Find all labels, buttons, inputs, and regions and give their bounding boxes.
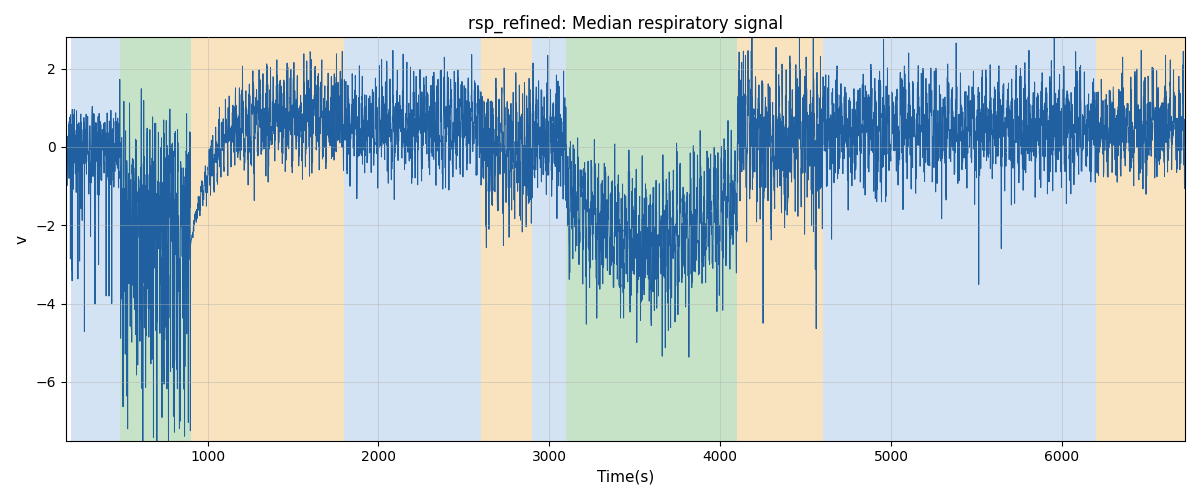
Title: rsp_refined: Median respiratory signal: rsp_refined: Median respiratory signal (468, 15, 782, 34)
Bar (481, 38, 533, 440)
X-axis label: Time(s): Time(s) (596, 470, 654, 485)
Bar (71, 38, 120, 440)
Bar (823, 38, 1096, 440)
Bar (120, 38, 191, 440)
Bar (191, 38, 344, 440)
Bar (344, 38, 481, 440)
Bar (1096, 38, 1184, 440)
Bar (566, 38, 737, 440)
Bar (737, 38, 823, 440)
Bar (533, 38, 566, 440)
Y-axis label: v: v (16, 234, 30, 244)
